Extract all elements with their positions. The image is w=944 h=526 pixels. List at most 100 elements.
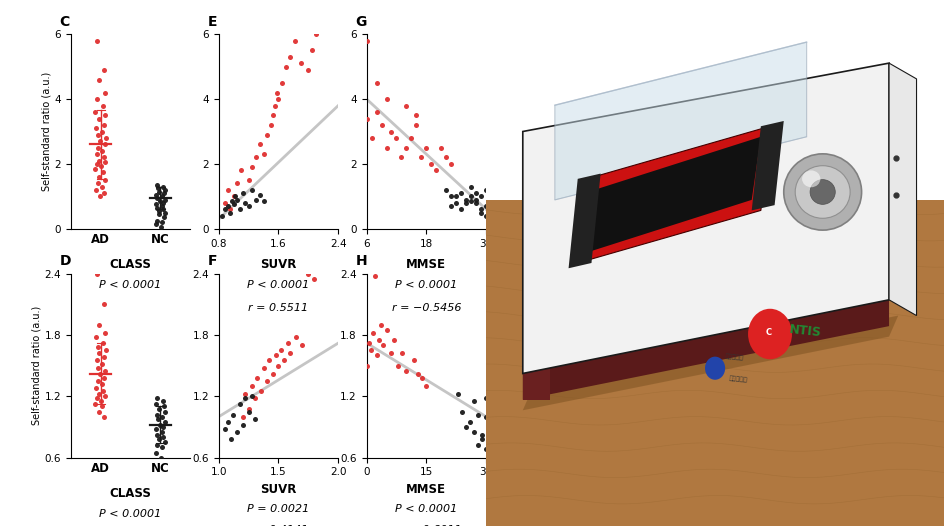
Point [92, 407, 107, 416]
Point [439, 186, 454, 194]
Point [379, 95, 394, 103]
Point [229, 196, 244, 204]
Point [98, 158, 113, 167]
Point [93, 161, 109, 170]
Point [152, 435, 167, 443]
Point [98, 88, 113, 97]
Point [424, 160, 439, 168]
Point [232, 205, 247, 214]
Point [409, 111, 424, 119]
Point [149, 448, 164, 457]
Point [237, 199, 252, 207]
Point [157, 418, 172, 426]
Point [256, 150, 271, 158]
Point [471, 441, 486, 450]
Point [154, 223, 169, 231]
Point [407, 356, 422, 365]
Point [389, 134, 404, 142]
Point [95, 339, 110, 347]
Point [278, 63, 294, 71]
Point [241, 176, 256, 185]
Point [96, 66, 111, 74]
Point [94, 147, 110, 155]
Point [92, 349, 107, 358]
Point [95, 183, 110, 191]
Point [155, 443, 170, 452]
Point [98, 134, 113, 142]
Text: G: G [355, 15, 366, 29]
Point [301, 269, 316, 278]
Point [282, 53, 297, 61]
Polygon shape [523, 132, 550, 400]
Point [152, 197, 167, 206]
Point [95, 402, 110, 411]
Point [95, 387, 110, 396]
Point [419, 144, 434, 152]
Point [455, 407, 470, 416]
Point [244, 382, 260, 390]
Point [149, 204, 164, 212]
Text: 경북대학교: 경북대학교 [724, 354, 744, 361]
Point [387, 336, 402, 344]
Point [479, 186, 494, 194]
Point [223, 205, 238, 214]
Point [150, 441, 165, 450]
Point [156, 199, 171, 207]
Point [157, 438, 172, 447]
Point [220, 202, 235, 210]
Ellipse shape [810, 180, 835, 204]
Point [413, 153, 429, 161]
Point [157, 402, 172, 411]
Point [152, 421, 167, 429]
Point [301, 66, 316, 74]
Point [375, 341, 390, 349]
Point [411, 370, 426, 378]
Point [149, 220, 164, 228]
Point [280, 339, 295, 347]
Point [419, 382, 434, 390]
Point [91, 343, 106, 351]
Point [450, 390, 465, 398]
Point [466, 428, 481, 436]
Point [97, 111, 112, 119]
Point [399, 102, 414, 110]
Point [274, 346, 289, 355]
Point [256, 197, 271, 206]
Point [265, 111, 280, 119]
Point [154, 453, 169, 462]
Point [97, 140, 112, 149]
Point [94, 380, 110, 388]
Point [151, 404, 166, 413]
Point [359, 361, 374, 370]
Point [261, 356, 277, 365]
Point [235, 421, 250, 429]
Point [259, 377, 274, 385]
Point [448, 199, 464, 207]
Point [307, 275, 322, 283]
Point [93, 397, 109, 406]
Bar [486, 0, 944, 221]
Point [399, 144, 414, 152]
Point [152, 187, 167, 196]
Point [277, 356, 292, 365]
Bar [486, 200, 944, 526]
Point [367, 271, 382, 280]
Point [263, 121, 278, 129]
Point [365, 329, 380, 337]
Point [232, 400, 247, 409]
Point [96, 189, 111, 197]
Circle shape [705, 357, 725, 380]
Polygon shape [555, 42, 806, 200]
Point [92, 390, 107, 398]
Text: P < 0.0001: P < 0.0001 [396, 504, 458, 514]
Text: E: E [208, 15, 217, 29]
Point [148, 425, 163, 433]
Point [158, 208, 173, 217]
Point [217, 199, 232, 207]
Point [247, 394, 262, 402]
Point [150, 184, 165, 193]
Point [226, 410, 241, 419]
Point [88, 400, 103, 409]
Point [391, 361, 406, 370]
Point [157, 213, 172, 221]
